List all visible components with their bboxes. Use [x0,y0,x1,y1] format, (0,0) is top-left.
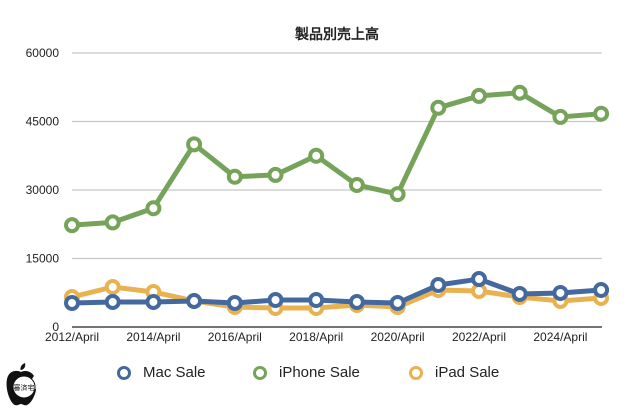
data-point[interactable] [389,294,406,311]
data-point[interactable] [430,276,447,293]
data-point[interactable] [471,87,487,104]
legend: Mac Sale iPhone Sale iPad Sale [0,364,640,388]
data-point[interactable] [552,284,569,301]
data-point[interactable] [145,293,162,310]
data-point[interactable] [308,147,325,164]
apple-logo-icon: 審済宅 [6,363,36,406]
legend-item-iphone[interactable]: iPhone Sale [253,364,360,381]
legend-item-ipad[interactable]: iPad Sale [409,364,499,381]
data-point[interactable] [267,292,284,309]
data-point[interactable] [389,186,406,203]
grid-lines [72,52,602,328]
y-tick-label: 15000 [26,252,60,266]
data-point[interactable] [593,282,610,299]
x-axis-ticks: 2012/April 2014/April 2016/April 2018/April… [45,330,587,344]
data-point[interactable] [104,293,121,310]
data-point[interactable] [348,176,365,193]
data-point[interactable] [226,168,243,185]
data-point[interactable] [226,294,243,311]
data-point[interactable] [348,293,365,310]
data-point[interactable] [267,166,284,183]
x-tick-label: 2014/April [126,330,180,344]
x-tick-label: 2022/April [452,330,506,344]
data-point[interactable] [511,285,528,302]
mac-marker-icon [117,365,131,380]
series-mac-sale [64,271,610,311]
y-tick-label: 30000 [26,183,60,197]
x-tick-label: 2016/April [208,330,262,344]
data-point[interactable] [430,99,447,116]
data-point[interactable] [64,217,80,234]
data-point[interactable] [64,294,80,311]
y-axis-ticks: 0 15000 30000 45000 60000 [26,46,60,334]
chart-title: 製品別売上高 [294,26,379,43]
y-tick-label: 60000 [26,46,60,60]
data-point[interactable] [593,105,610,122]
data-point[interactable] [511,84,528,101]
x-tick-label: 2024/April [533,330,587,344]
data-point[interactable] [308,292,325,309]
data-point[interactable] [104,278,121,295]
legend-label: Mac Sale [143,364,206,381]
data-point[interactable] [104,214,121,231]
data-point[interactable] [552,108,569,125]
series-iphone-sale [64,84,610,234]
y-tick-label: 45000 [26,115,60,129]
iphone-marker-icon [253,365,267,380]
legend-label: iPhone Sale [279,364,360,381]
logo-stamp-text: 審済宅 [14,383,35,392]
x-tick-label: 2020/April [371,330,425,344]
data-point[interactable] [186,292,203,309]
x-tick-label: 2018/April [289,330,343,344]
ipad-marker-icon [409,365,423,380]
legend-item-mac[interactable]: Mac Sale [117,364,206,381]
data-point[interactable] [471,271,487,288]
data-point[interactable] [186,136,203,153]
legend-label: iPad Sale [435,364,500,381]
series-lines [64,84,610,317]
x-tick-label: 2012/April [45,330,99,344]
data-point[interactable] [145,200,162,217]
y-tick-label: 0 [52,320,59,334]
